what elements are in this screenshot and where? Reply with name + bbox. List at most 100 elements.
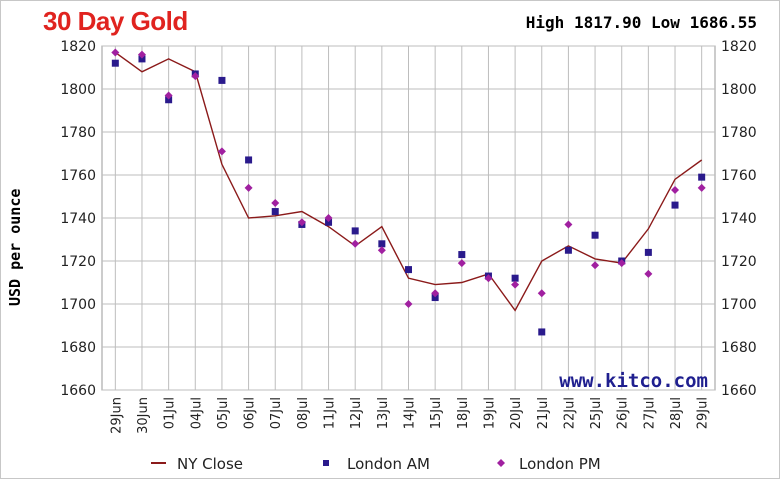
y-tick-right: 1740 [721, 211, 757, 227]
london-am-point [165, 96, 173, 104]
london-pm-point [617, 259, 626, 268]
london-am-point [351, 227, 359, 235]
london-pm-point [111, 48, 120, 57]
ny-close-line [114, 51, 703, 312]
chart-title: 30 Day Gold [43, 6, 188, 36]
london-am-point [431, 294, 439, 302]
y-tick-right: 1760 [721, 168, 757, 184]
london-pm-point [404, 300, 413, 308]
x-tick-label: 18Jul [456, 397, 471, 429]
legend-label-london-am: London AM [347, 455, 430, 473]
london-pm-point [431, 289, 440, 298]
london-pm-point [377, 246, 386, 255]
x-tick-label: 20Jul [509, 397, 524, 429]
london-pm-point [137, 50, 146, 59]
london-pm-point [217, 147, 226, 156]
x-tick-label: 13Jul [376, 397, 391, 429]
series-marks [111, 48, 706, 336]
x-tick-label: 04Jul [189, 397, 204, 429]
y-tick-left: 1660 [60, 383, 96, 399]
y-tick-right: 1800 [721, 82, 757, 98]
y-tick-right: 1720 [721, 254, 757, 270]
x-tick-label: 12Jul [349, 397, 364, 429]
x-tick-label: 30Jun [136, 397, 151, 434]
y-tick-right: 1680 [721, 340, 757, 356]
x-tick-labels: 29Jun 30Jun 01Jul 04Jul 05Jul 06Jul 07Jul 08Jul… [109, 397, 710, 434]
x-tick-label: 05Jul [216, 397, 231, 429]
london-pm-point [644, 269, 653, 278]
x-tick-label: 11Jul [323, 397, 338, 429]
high-low-readout: High 1817.90 Low 1686.55 [526, 13, 757, 32]
london-am-point [538, 328, 546, 336]
x-tick-label: 29Jul [696, 397, 711, 429]
x-tick-label: 26Jul [616, 397, 631, 429]
london-pm-point [324, 214, 333, 222]
y-tick-left: 1720 [60, 254, 96, 270]
london-pm-point [191, 72, 200, 81]
y-tick-left: 1800 [60, 82, 96, 98]
low-value: 1686.55 [689, 13, 757, 32]
london-pm-point [564, 220, 573, 229]
london-am-point [111, 59, 119, 67]
x-tick-label: 01Jul [163, 397, 178, 429]
london-am-point [644, 248, 652, 256]
london-pm-point [671, 186, 680, 195]
legend-label-london-pm: London PM [519, 455, 601, 473]
y-tick-right: 1780 [721, 125, 757, 141]
london-am-point [405, 266, 412, 274]
london-am-point [564, 246, 572, 254]
y-tick-right: 1660 [721, 383, 757, 399]
london-pm-point [457, 259, 466, 268]
y-tick-left: 1740 [60, 211, 96, 227]
x-tick-label: 14Jul [403, 397, 418, 429]
x-tick-label: 06Jul [243, 397, 258, 429]
london-pm-point [537, 289, 546, 298]
y-tick-left: 1700 [60, 297, 96, 313]
london-am-point [138, 55, 146, 63]
london-am-point [218, 76, 226, 84]
london-pm-point [591, 261, 600, 270]
legend-swatch-london-pm [497, 459, 505, 467]
london-am-point [591, 231, 599, 239]
london-pm-point [164, 91, 173, 100]
london-pm-point [484, 274, 493, 283]
x-tick-label: 22Jul [562, 397, 577, 429]
london-am-point [325, 218, 333, 226]
y-tick-left: 1780 [60, 125, 96, 141]
london-am-point [698, 173, 706, 181]
high-label: High [525, 13, 565, 32]
london-pm-point [271, 198, 280, 207]
y-tick-labels: 1660 1660 1680 1680 1700 1700 1720 1720 1740 1740… [60, 39, 756, 399]
low-label: Low [651, 13, 680, 32]
legend: NY Close London AM London PM [151, 455, 601, 473]
x-tick-label: 21Jul [536, 397, 551, 429]
london-am-point [378, 240, 386, 248]
x-tick-label: 07Jul [269, 397, 284, 429]
x-tick-label: 25Jul [589, 397, 604, 429]
high-value: 1817.90 [573, 13, 642, 32]
y-tick-left: 1680 [60, 340, 96, 356]
x-tick-label: 19Jul [482, 397, 497, 429]
london-pm-point [351, 239, 360, 248]
london-pm-point [511, 280, 520, 289]
x-tick-label: 27Jul [642, 397, 657, 429]
y-tick-right: 1820 [721, 39, 757, 55]
y-tick-left: 1820 [60, 39, 96, 55]
legend-swatch-london-am [323, 460, 329, 466]
legend-label-ny-close: NY Close [177, 455, 243, 473]
x-tick-label: 15Jul [429, 397, 444, 429]
x-tick-label: 28Jul [669, 397, 684, 429]
london-am-point [245, 156, 253, 164]
x-tick-label: 29Jun [109, 397, 124, 434]
london-pm-point [697, 183, 706, 192]
london-pm-point [297, 218, 306, 227]
london-am-point [458, 251, 466, 259]
watermark: www.kitco.com [559, 370, 708, 392]
london-pm-point [244, 183, 253, 192]
y-tick-left: 1760 [60, 168, 96, 184]
london-am-point [511, 274, 519, 282]
grid [101, 45, 716, 391]
y-tick-right: 1700 [721, 297, 757, 313]
